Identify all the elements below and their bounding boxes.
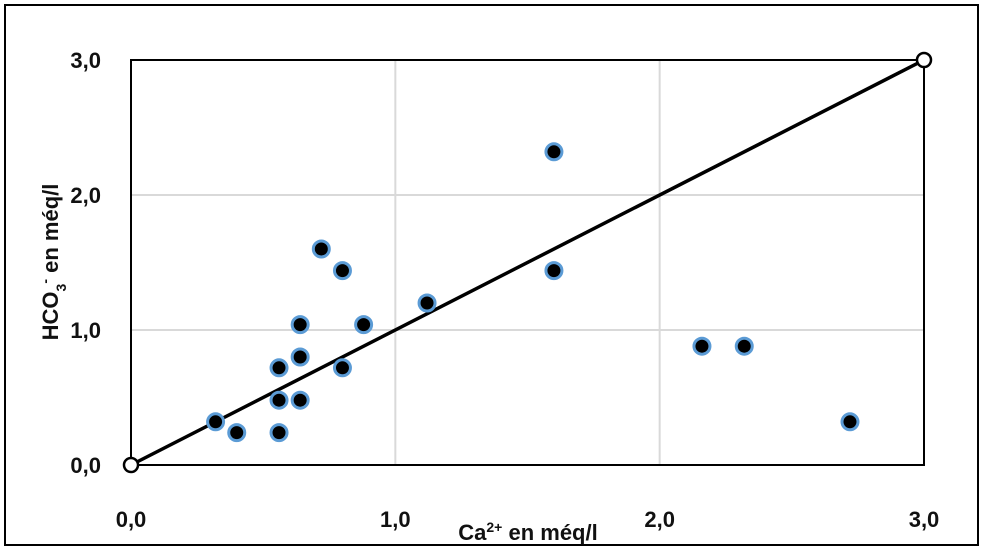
x-axis-title: Ca2+ en méq/l bbox=[458, 519, 597, 545]
x-axis-title-rest: en méq/l bbox=[502, 520, 597, 545]
y-tick-label: 2,0 bbox=[70, 183, 101, 208]
data-point bbox=[290, 347, 310, 367]
y-tick-label: 0,0 bbox=[70, 453, 101, 478]
data-point bbox=[840, 412, 860, 432]
data-point bbox=[692, 336, 712, 356]
data-point bbox=[269, 423, 289, 443]
y-axis-title-rest: en méq/l bbox=[38, 184, 63, 279]
reference-line-endpoint bbox=[915, 51, 933, 69]
x-axis-title-base: Ca bbox=[458, 520, 487, 545]
y-axis-title-base: HCO bbox=[38, 291, 63, 340]
data-point bbox=[544, 142, 564, 162]
chart-frame bbox=[4, 4, 979, 546]
x-axis-title-sup: 2+ bbox=[486, 519, 502, 535]
x-tick-label: 3,0 bbox=[909, 507, 940, 532]
reference-line bbox=[130, 58, 925, 467]
x-tick-label: 0,0 bbox=[116, 507, 147, 532]
grid-lines bbox=[131, 60, 924, 465]
x-tick-label: 1,0 bbox=[380, 507, 411, 532]
y-tick-label: 3,0 bbox=[70, 48, 101, 73]
x-tick-label: 2,0 bbox=[644, 507, 675, 532]
y-tick-label: 1,0 bbox=[70, 318, 101, 343]
data-point bbox=[544, 261, 564, 281]
data-points-group bbox=[206, 142, 860, 443]
data-point bbox=[354, 315, 374, 335]
data-point bbox=[332, 358, 352, 378]
x-tick-labels: 0,0 1,0 2,0 3,0 bbox=[116, 507, 940, 532]
data-point bbox=[290, 390, 310, 410]
y-axis-title: HCO3- en méq/l bbox=[37, 184, 69, 341]
data-point bbox=[269, 358, 289, 378]
data-point bbox=[332, 261, 352, 281]
data-point bbox=[269, 390, 289, 410]
y-axis-title-sub: 3 bbox=[53, 283, 69, 291]
data-point bbox=[206, 412, 226, 432]
data-point bbox=[417, 293, 437, 313]
data-point bbox=[734, 336, 754, 356]
reference-line-group bbox=[122, 51, 933, 474]
data-point bbox=[311, 239, 331, 259]
y-tick-labels: 0,0 1,0 2,0 3,0 bbox=[70, 48, 101, 478]
data-point bbox=[290, 315, 310, 335]
reference-line-endpoint bbox=[122, 456, 140, 474]
data-point bbox=[227, 423, 247, 443]
plot-area-border bbox=[130, 59, 925, 466]
y-axis-title-sup: - bbox=[37, 279, 53, 284]
